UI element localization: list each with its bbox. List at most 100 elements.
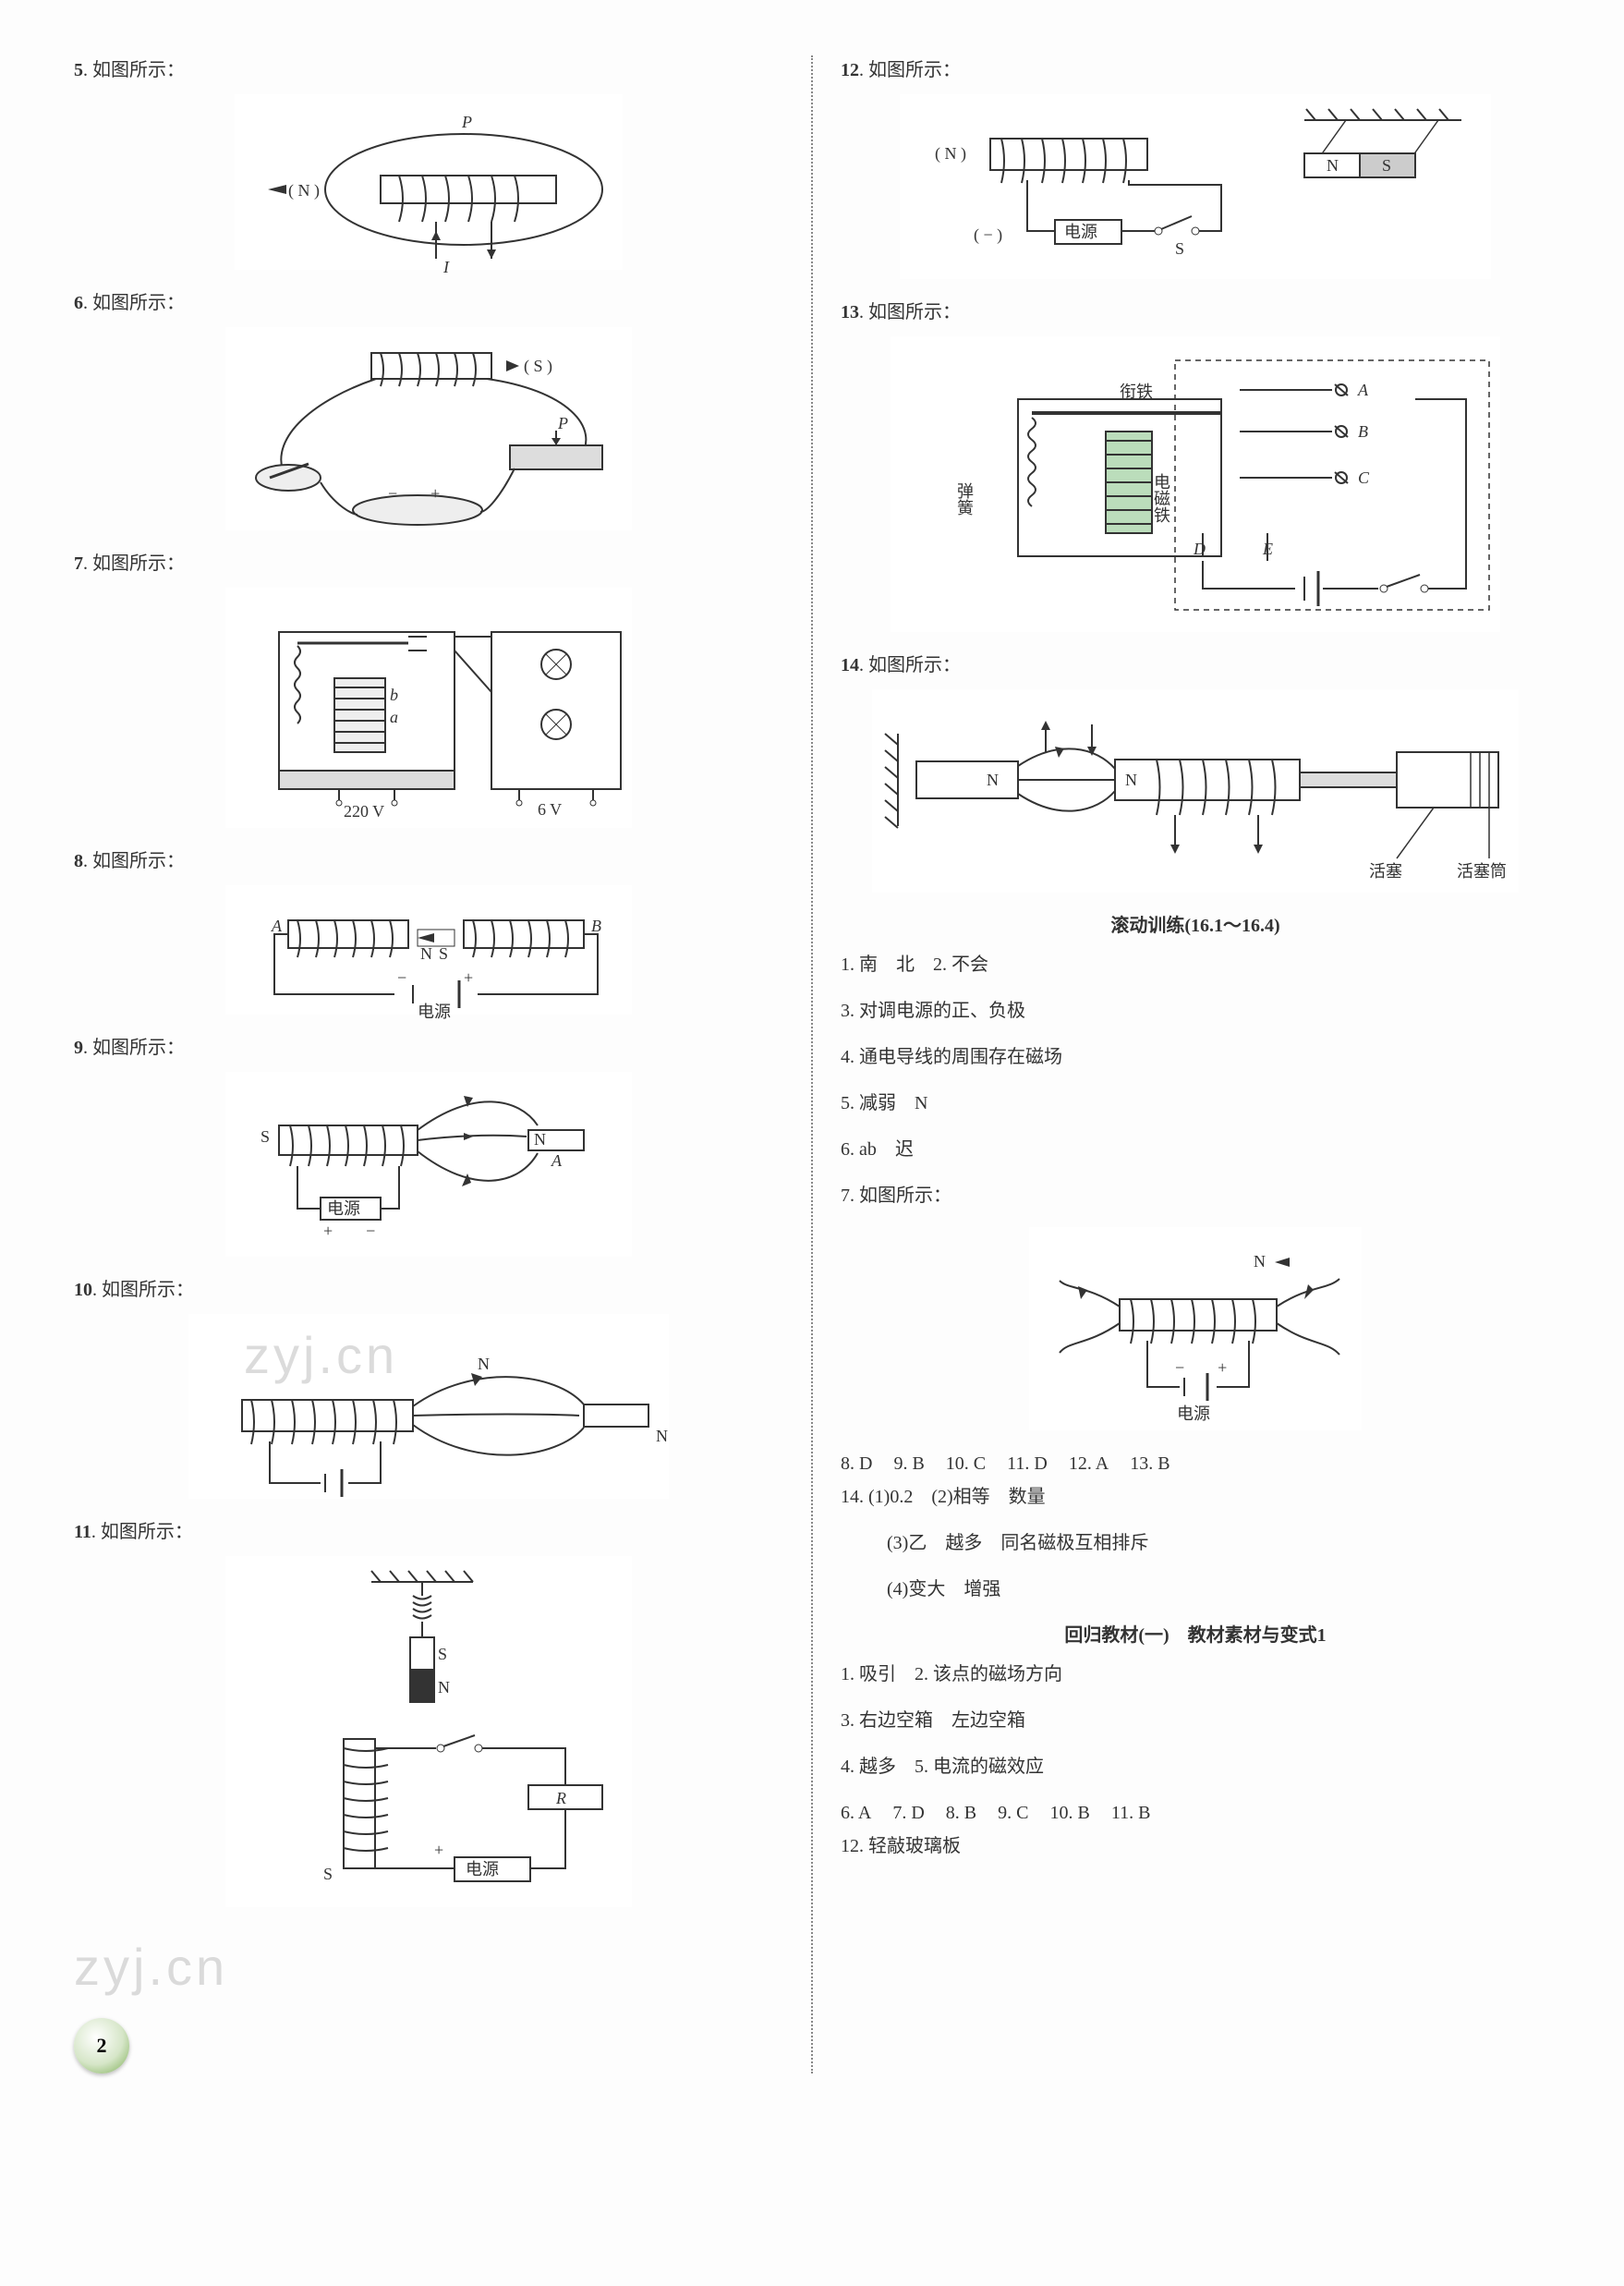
label-minus: ( − ) [974, 225, 1002, 245]
item-text: 如图所示： [868, 655, 961, 675]
item-text: 如图所示： [101, 1522, 193, 1542]
mcq-11: 11. D [1007, 1453, 1048, 1474]
mcq-7: 7. D [892, 1803, 924, 1823]
figure-7b: N − + 电源 [1029, 1227, 1362, 1430]
label-A: A [271, 917, 283, 935]
item-number: 5 [74, 60, 83, 80]
label-Sbar: S [1382, 156, 1391, 175]
figure-10: zyj.cn N N [188, 1314, 669, 1499]
svg-text:− +: − + [1175, 1358, 1227, 1377]
page-number: 2 [97, 2029, 107, 2061]
mcq-11b: 11. B [1111, 1803, 1151, 1823]
figure-6: ( S ) P − + [225, 327, 632, 530]
rolling-answer-1: 1. 南 北 2. 不会 [841, 950, 1550, 979]
label-I: I [442, 258, 450, 276]
label-src: 电源 [1064, 223, 1097, 241]
figure-14: N N [872, 689, 1519, 893]
item-text: 如图所示： [868, 60, 961, 80]
item-10: 10. 如图所示： zyj.cn N [74, 1275, 783, 1499]
figure-9: S N A 电源 + − [225, 1072, 632, 1257]
label-N: N [534, 1130, 546, 1149]
label-iron: 衔铁 [1120, 383, 1153, 401]
svg-text:− +: − + [388, 484, 440, 503]
mcq-12: 12. A [1069, 1453, 1109, 1474]
label-220v: 220 V [344, 802, 384, 821]
label-N: N [1254, 1252, 1266, 1271]
mcq-8b: 8. B [946, 1803, 976, 1823]
label-N1: N [987, 771, 999, 789]
section-title-rolling: 滚动训练(16.1～16.4) [841, 911, 1550, 941]
item-13: 13. 如图所示： 弹簧 衔铁 电磁铁 [841, 298, 1550, 632]
label-S: S [439, 944, 448, 963]
label-b: b [390, 686, 398, 704]
label-6v: 6 V [538, 800, 562, 819]
figure-5: P ( N ) I [235, 94, 623, 270]
label-C: C [1358, 468, 1370, 487]
watermark: zyj.cn [74, 1926, 783, 2009]
figure-7: b a 220 V 6 V [225, 588, 632, 828]
figure-13: 弹簧 衔铁 电磁铁 A B [891, 336, 1500, 632]
label-src: 电源 [418, 1003, 451, 1021]
svg-text:−: − [397, 968, 406, 987]
return-answer-12: 1. 吸引 2. 该点的磁场方向 [841, 1660, 1550, 1689]
rolling-answer-5: 5. 减弱 N [841, 1088, 1550, 1118]
label-S2: S [323, 1865, 333, 1883]
label-R: R [555, 1789, 566, 1807]
return-q12: 12. 轻敲玻璃板 [841, 1831, 1550, 1861]
label-N: ( N ) [935, 144, 966, 164]
mcq-6: 6. A [841, 1803, 871, 1823]
label-N: ( N ) [288, 181, 320, 201]
label-N2: N [1125, 771, 1137, 789]
item-text: 如图所示： [102, 1280, 194, 1300]
item-14: 14. 如图所示： N [841, 651, 1550, 893]
label-S: ( S ) [524, 357, 552, 376]
label-piston: 活塞 [1369, 862, 1402, 881]
figure-12: ( N ) 电源 S ( − ) [900, 94, 1491, 279]
label-spring: 弹簧 [955, 482, 974, 516]
label-P: P [557, 414, 568, 432]
return-answer-45: 4. 越多 5. 电流的磁效应 [841, 1752, 1550, 1781]
label-sw: S [1175, 239, 1184, 258]
right-column: 12. 如图所示： ( N ) 电源 [841, 55, 1550, 2073]
left-column: 5. 如图所示： P ( N ) [74, 55, 783, 2073]
page: 5. 如图所示： P ( N ) [74, 55, 1550, 2073]
item-text: 如图所示： [92, 1038, 185, 1058]
item-9: 9. 如图所示： S [74, 1033, 783, 1257]
label-a: a [390, 708, 398, 726]
rolling-mcq: 8. D 9. B 10. C 11. D 12. A 13. B [841, 1449, 1550, 1478]
item-number: 6 [74, 293, 83, 313]
item-text: 如图所示： [92, 553, 185, 574]
label-A: A [1357, 381, 1369, 399]
rolling-q14-l2: (3)乙 越多 同名磁极互相排斥 [841, 1528, 1550, 1558]
item-text: 如图所示： [868, 302, 961, 322]
figure-11: S N S R [225, 1556, 632, 1907]
rolling-answer-6: 6. ab 迟 [841, 1135, 1550, 1164]
item-number: 7 [74, 553, 83, 574]
item-number: 10 [74, 1280, 92, 1300]
label-B: B [1358, 422, 1368, 441]
item-number: 13 [841, 302, 859, 322]
label-src: 电源 [327, 1199, 360, 1218]
label-B: B [591, 917, 601, 935]
label-A: A [551, 1151, 563, 1170]
label-S: S [438, 1645, 447, 1663]
mcq-10b: 10. B [1049, 1803, 1089, 1823]
item-text: 如图所示： [92, 293, 185, 313]
label-N2: N [656, 1427, 668, 1445]
label-N: N [478, 1355, 490, 1373]
mcq-13: 13. B [1130, 1453, 1170, 1474]
rolling-q14-l1: 14. (1)0.2 (2)相等 数量 [841, 1482, 1550, 1512]
label-S: S [261, 1127, 270, 1146]
rolling-q14-l3: (4)变大 增强 [841, 1575, 1550, 1604]
item-12: 12. 如图所示： ( N ) 电源 [841, 55, 1550, 279]
svg-text:+: + [434, 1841, 443, 1859]
item-number: 12 [841, 60, 859, 80]
label-src: 电源 [1177, 1404, 1210, 1423]
page-number-badge: 2 [74, 2018, 129, 2073]
section-title-return: 回归教材(一) 教材素材与变式1 [841, 1621, 1550, 1650]
svg-text:+: + [464, 968, 473, 987]
item-text: 如图所示： [92, 851, 185, 871]
label-N: N [420, 944, 432, 963]
column-divider [811, 55, 813, 2073]
mcq-9: 9. B [893, 1453, 924, 1474]
